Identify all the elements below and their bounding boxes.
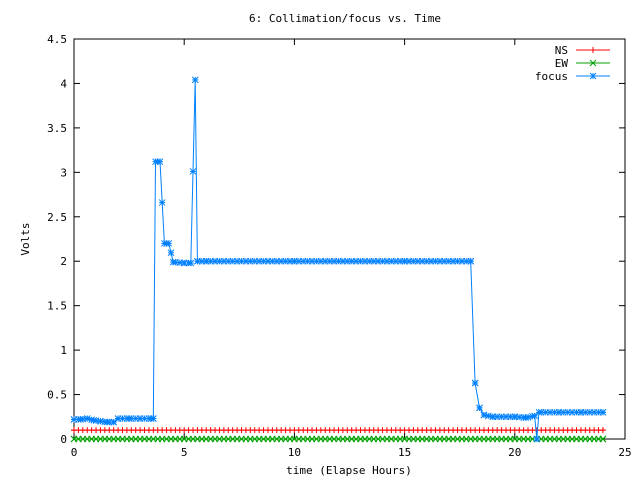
marker-stroke — [589, 72, 597, 80]
x-tick-label: 15 — [398, 446, 411, 459]
y-tick-label: 1 — [60, 344, 67, 357]
marker-stroke — [533, 435, 541, 443]
series-focus — [70, 76, 607, 443]
series-ns — [71, 427, 606, 434]
x-tick-label: 10 — [288, 446, 301, 459]
marker-stroke — [83, 415, 91, 422]
y-tick-label: 3.5 — [47, 122, 67, 135]
marker-stroke — [189, 168, 197, 175]
marker-stroke — [158, 199, 166, 206]
legend-label-ew: EW — [555, 57, 569, 70]
marker-stroke — [167, 249, 175, 257]
y-tick-label: 2 — [60, 255, 67, 268]
marker-stroke — [187, 259, 195, 267]
marker-stroke — [90, 416, 98, 424]
marker-stroke — [599, 435, 607, 443]
marker-stroke — [511, 413, 519, 421]
marker-stroke — [70, 416, 78, 423]
marker-stroke — [114, 415, 122, 422]
marker-stroke — [97, 417, 104, 425]
y-tick-label: 2.5 — [47, 211, 67, 224]
marker-stroke — [471, 379, 479, 387]
y-tick-label: 1.5 — [47, 300, 67, 313]
marker-stroke — [476, 404, 483, 412]
marker-stroke — [401, 257, 408, 265]
x-tick-label: 20 — [508, 446, 521, 459]
marker-stroke — [555, 408, 563, 416]
marker-stroke — [110, 418, 118, 426]
x-axis-title: time (Elapse Hours) — [286, 464, 412, 477]
marker-stroke — [577, 408, 585, 416]
marker-stroke — [589, 59, 597, 67]
y-tick-label: 0.5 — [47, 389, 67, 402]
marker-stroke — [191, 76, 199, 84]
x-tick-label: 25 — [618, 446, 631, 459]
marker-stroke — [156, 158, 164, 166]
marker-stroke — [136, 415, 144, 422]
marker-stroke — [291, 257, 298, 265]
y-axis-title: Volts — [19, 222, 32, 255]
marker-stroke — [531, 412, 538, 420]
marker-stroke — [149, 415, 157, 422]
marker-stroke — [194, 257, 201, 265]
x-tick-label: 5 — [181, 446, 188, 459]
marker-stroke — [202, 257, 210, 265]
marker-stroke — [599, 408, 607, 416]
y-tick-label: 3 — [60, 166, 67, 179]
series-ew — [70, 435, 607, 443]
marker-stroke — [125, 415, 133, 422]
marker-stroke — [467, 257, 475, 265]
plot-frame — [73, 38, 626, 440]
marker-stroke — [489, 413, 497, 421]
marker-stroke — [77, 416, 84, 423]
marker-stroke — [70, 435, 78, 443]
x-tick-label: 0 — [71, 446, 78, 459]
marker-stroke — [180, 259, 188, 267]
y-tick-label: 4.5 — [47, 33, 67, 46]
chart-title: 6: Collimation/focus vs. Time — [249, 12, 441, 25]
marker-stroke — [535, 408, 543, 416]
marker-stroke — [522, 414, 530, 422]
axis-ticks: 0 5 10 15 20 25 0 0.5 1 1.5 2 2.5 3 3.5 4 4.5 — [47, 33, 632, 459]
marker-stroke — [103, 418, 111, 426]
marker-stroke — [165, 240, 173, 247]
plot-border — [73, 38, 626, 440]
marker-stroke — [480, 411, 488, 419]
legend-label-ns: NS — [555, 44, 568, 57]
series-group — [70, 76, 607, 443]
legend-label-focus: focus — [535, 70, 568, 83]
y-tick-label: 4 — [60, 77, 67, 90]
y-tick-label: 0 — [60, 433, 67, 446]
marker-stroke — [169, 258, 177, 266]
